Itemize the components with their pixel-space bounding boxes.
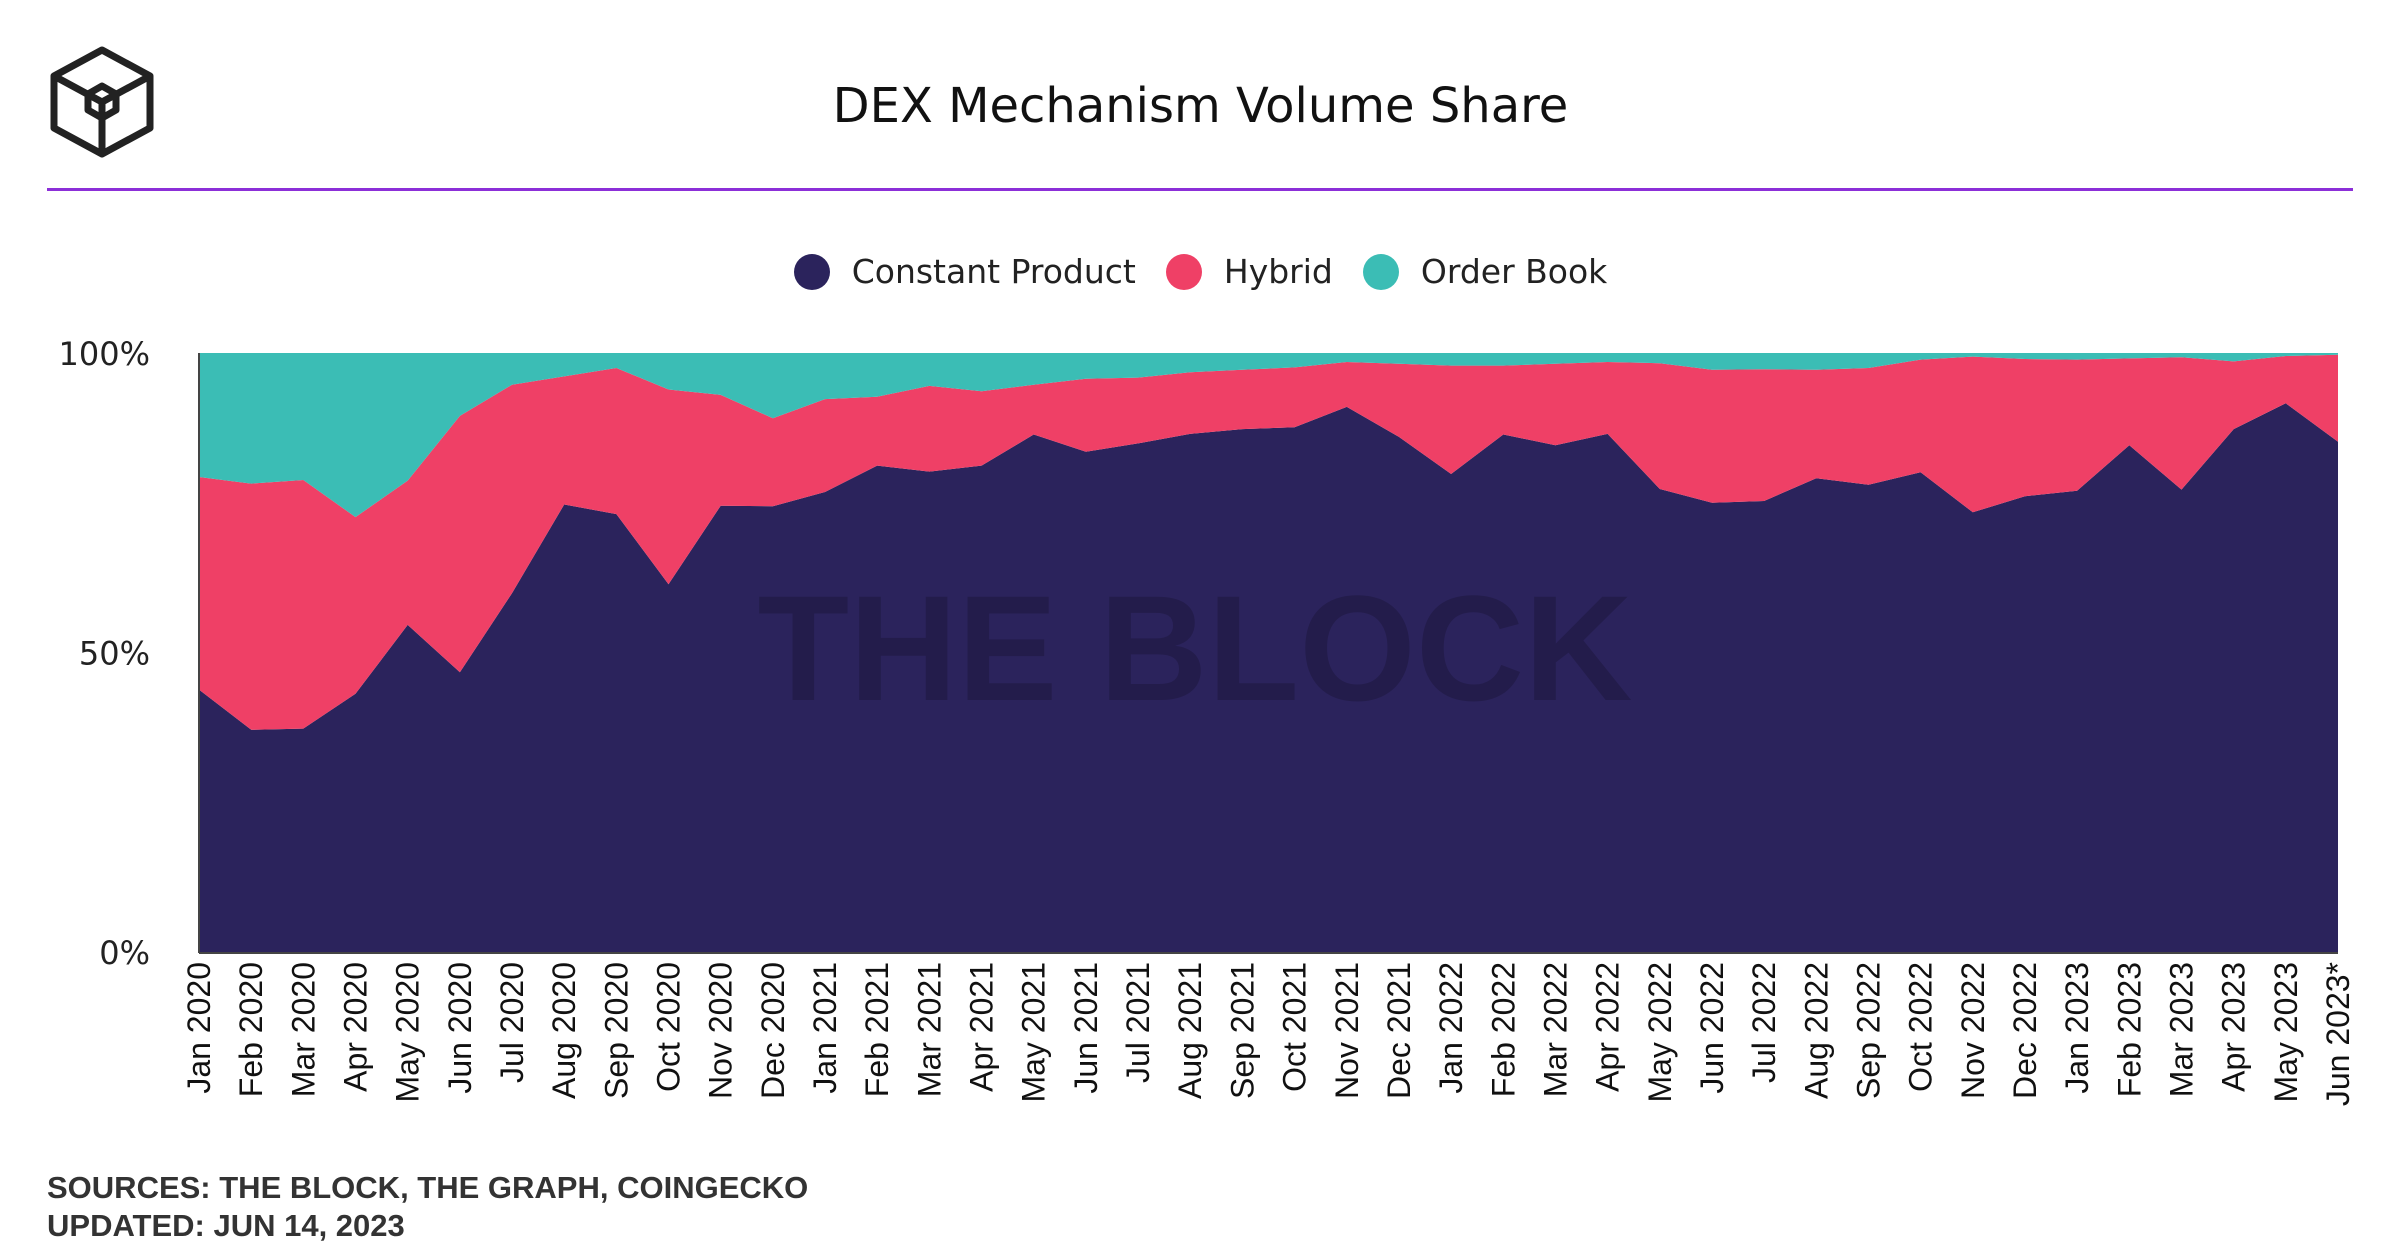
x-tick-label: Mar 2022 [1537, 962, 1573, 1097]
x-tick-label: Dec 2020 [755, 962, 791, 1099]
x-tick-label: Feb 2021 [859, 962, 895, 1097]
chart-legend: Constant Product Hybrid Order Book [0, 252, 2401, 291]
legend-item-constant-product[interactable]: Constant Product [793, 252, 1136, 291]
x-tick-label: Aug 2022 [1798, 962, 1834, 1099]
x-tick-label: Jul 2022 [1746, 962, 1782, 1083]
watermark-text: THE BLOCK [758, 564, 1633, 732]
x-tick-label: Jan 2022 [1433, 962, 1469, 1094]
x-tick-label: May 2020 [390, 962, 426, 1103]
x-tick-label: Jun 2020 [442, 962, 478, 1094]
x-tick-label: Aug 2020 [546, 962, 582, 1099]
y-tick-label: 50% [79, 635, 150, 673]
y-tick-label: 0% [99, 934, 150, 972]
x-tick-label: Feb 2023 [2111, 962, 2147, 1097]
x-tick-label: Feb 2022 [1485, 962, 1521, 1097]
x-tick-label: Mar 2020 [285, 962, 321, 1097]
area-order-book [199, 353, 2338, 518]
x-tick-label: Jan 2020 [181, 962, 217, 1094]
x-tick-label: May 2023 [2268, 962, 2304, 1103]
area-hybrid [199, 354, 2338, 730]
legend-label: Constant Product [851, 252, 1136, 291]
x-tick-label: Apr 2023 [2216, 962, 2252, 1092]
x-tick-label: Nov 2022 [1955, 962, 1991, 1099]
x-tick-label: Sep 2022 [1850, 962, 1886, 1099]
x-tick-label: Dec 2021 [1381, 962, 1417, 1099]
legend-swatch-order-book [1362, 253, 1399, 290]
legend-item-hybrid[interactable]: Hybrid [1165, 252, 1333, 291]
legend-swatch-hybrid [1165, 253, 1202, 290]
x-tick-label: Mar 2021 [911, 962, 947, 1097]
x-tick-label: Nov 2020 [703, 962, 739, 1099]
legend-item-order-book[interactable]: Order Book [1362, 252, 1608, 291]
x-tick-label: Apr 2021 [964, 962, 1000, 1092]
x-tick-label: Dec 2022 [2007, 962, 2043, 1099]
chart-title: DEX Mechanism Volume Share [832, 78, 1569, 134]
accent-divider [47, 188, 2353, 191]
x-tick-label: Sep 2020 [598, 962, 634, 1099]
x-tick-label: Jun 2023* [2320, 962, 2356, 1106]
x-tick-label: Mar 2023 [2163, 962, 2199, 1097]
x-tick-label: Oct 2022 [1903, 962, 1939, 1092]
x-tick-label: Apr 2020 [338, 962, 374, 1092]
legend-label: Order Book [1420, 252, 1608, 291]
x-tick-label: Feb 2020 [233, 962, 269, 1097]
the-block-logo-icon [50, 46, 154, 158]
x-tick-label: Oct 2020 [651, 962, 687, 1092]
x-tick-label: Jun 2022 [1694, 962, 1730, 1094]
legend-label: Hybrid [1223, 252, 1333, 291]
y-tick-label: 100% [59, 335, 150, 373]
x-tick-label: Jan 2021 [807, 962, 843, 1094]
x-tick-label: Jan 2023 [2059, 962, 2095, 1094]
area-constant-product [199, 403, 2338, 952]
x-tick-label: May 2022 [1642, 962, 1678, 1103]
updated-note: UPDATED: JUN 14, 2023 [47, 1208, 405, 1243]
x-tick-label: Sep 2021 [1224, 962, 1260, 1099]
x-tick-label: Apr 2022 [1590, 962, 1626, 1092]
x-tick-label: Jul 2020 [494, 962, 530, 1083]
sources-note: SOURCES: THE BLOCK, THE GRAPH, COINGECKO [47, 1170, 809, 1205]
x-tick-label: Oct 2021 [1277, 962, 1313, 1092]
x-tick-label: Jun 2021 [1068, 962, 1104, 1094]
x-tick-label: May 2021 [1016, 962, 1052, 1103]
x-tick-label: Jul 2021 [1120, 962, 1156, 1083]
legend-swatch-constant-product [793, 253, 830, 290]
x-tick-label: Aug 2021 [1172, 962, 1208, 1099]
x-tick-label: Nov 2021 [1329, 962, 1365, 1099]
